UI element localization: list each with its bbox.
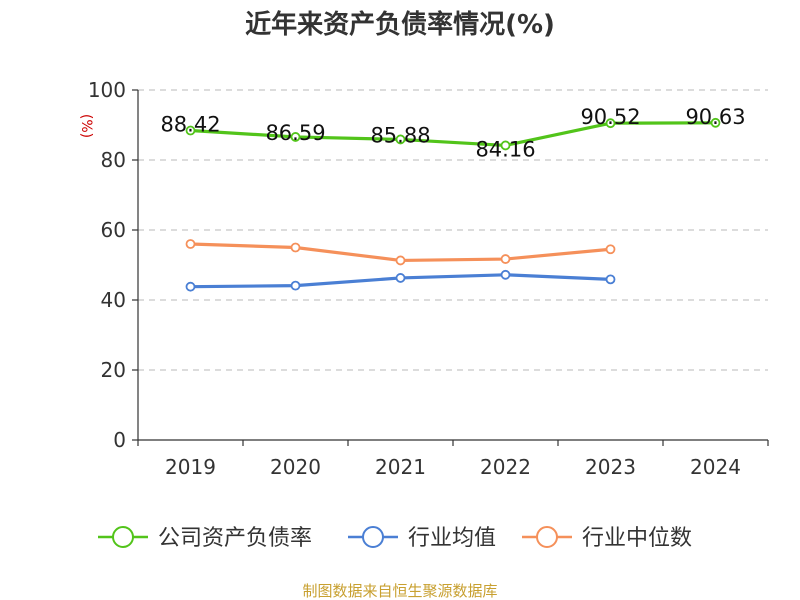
data-label: 84.16 bbox=[475, 137, 535, 161]
data-label: 85.88 bbox=[370, 123, 430, 147]
data-point[interactable] bbox=[185, 239, 196, 249]
x-tick-label: 2022 bbox=[480, 455, 531, 479]
grid bbox=[138, 89, 768, 371]
data-point[interactable] bbox=[605, 274, 616, 285]
x-tick-label: 2019 bbox=[165, 455, 216, 479]
x-tick-label: 2024 bbox=[690, 455, 741, 479]
legend-swatch-marker bbox=[536, 526, 558, 548]
data-point[interactable] bbox=[395, 255, 406, 266]
data-point[interactable] bbox=[500, 140, 511, 151]
legend-label: 行业中位数 bbox=[582, 526, 692, 551]
data-label: 90.63 bbox=[685, 105, 745, 129]
data-point[interactable] bbox=[500, 269, 511, 280]
axes: 0 20 40 60 80 100 2019 2020 2021 2022 2023 2024 bbox=[88, 78, 769, 479]
legend-item[interactable]: 行业均值 bbox=[348, 526, 496, 551]
data-point[interactable] bbox=[185, 281, 196, 292]
y-tick-label: 40 bbox=[101, 288, 126, 312]
legend-label: 行业均值 bbox=[408, 526, 496, 551]
series-0 bbox=[185, 117, 721, 151]
data-point[interactable] bbox=[710, 117, 721, 128]
chart-title: 近年来资产负债率情况(%) bbox=[245, 9, 555, 40]
data-label: 88.42 bbox=[160, 113, 220, 137]
source-note: 制图数据来自恒生聚源数据库 bbox=[302, 582, 497, 600]
data-point[interactable] bbox=[395, 134, 406, 145]
y-axis-unit: (%) bbox=[78, 114, 94, 138]
data-point[interactable] bbox=[605, 244, 616, 255]
legend-swatch-marker bbox=[112, 526, 134, 548]
data-label: 90.52 bbox=[580, 105, 640, 129]
data-point[interactable] bbox=[290, 242, 301, 253]
y-tick-label: 60 bbox=[101, 218, 126, 242]
series-2 bbox=[185, 239, 616, 266]
series-1 bbox=[185, 269, 616, 292]
data-point[interactable] bbox=[290, 280, 301, 291]
x-tick-label: 2023 bbox=[585, 455, 636, 479]
data-point[interactable] bbox=[395, 273, 406, 283]
y-tick-label: 20 bbox=[101, 358, 126, 382]
data-point[interactable] bbox=[605, 118, 616, 129]
y-tick-label: 80 bbox=[101, 148, 126, 172]
legend[interactable]: 公司资产负债率 行业均值 行业中位数 bbox=[98, 526, 692, 551]
x-tick-label: 2021 bbox=[375, 455, 426, 479]
legend-item[interactable]: 行业中位数 bbox=[522, 526, 692, 551]
x-tick-label: 2020 bbox=[270, 455, 321, 479]
y-tick-label: 0 bbox=[113, 428, 126, 452]
data-label: 86.59 bbox=[265, 121, 325, 145]
data-point[interactable] bbox=[500, 254, 511, 264]
series-line bbox=[188, 121, 718, 148]
series-layer bbox=[185, 117, 721, 292]
data-labels: 88.42 86.59 85.88 84.16 90.52 90.63 bbox=[160, 105, 745, 162]
data-point[interactable] bbox=[185, 125, 196, 136]
legend-swatch-marker bbox=[362, 526, 384, 548]
legend-item[interactable]: 公司资产负债率 bbox=[98, 526, 312, 551]
legend-label: 公司资产负债率 bbox=[158, 526, 312, 551]
data-point[interactable] bbox=[290, 132, 301, 142]
y-tick-label: 100 bbox=[88, 78, 126, 102]
